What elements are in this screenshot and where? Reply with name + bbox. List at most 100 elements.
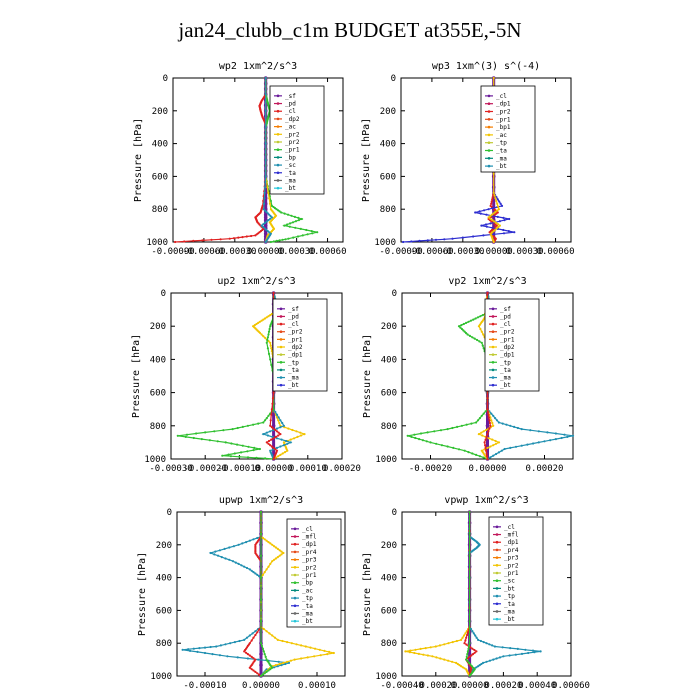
x-tick-label: 0.00010 — [289, 464, 327, 474]
series-point — [262, 421, 265, 424]
series-point — [494, 417, 497, 420]
series-point — [213, 553, 216, 556]
series-point — [270, 216, 273, 219]
series-point — [476, 316, 480, 319]
series-point — [282, 444, 285, 447]
series-point — [267, 352, 271, 355]
series-point — [260, 644, 263, 648]
legend-marker — [495, 594, 499, 598]
chart-panel-1: wp2 1xm^2/s^3 0 200 400 600 800 1000 Pressure [… — [133, 61, 347, 257]
series-point — [440, 444, 443, 447]
series-point — [468, 655, 471, 659]
series-point — [263, 672, 266, 675]
series-point — [282, 424, 285, 427]
y-axis-label: Pressure [hPa] — [133, 118, 144, 202]
series-point — [230, 442, 233, 445]
series-point — [238, 455, 241, 458]
series-point — [482, 412, 485, 415]
series-point — [434, 645, 437, 648]
series-point — [531, 649, 535, 652]
legend-label: _ac — [496, 132, 507, 139]
series-point — [228, 546, 231, 549]
x-tick-label: 0.00030 — [506, 247, 544, 257]
legend-label: _cl — [504, 524, 515, 531]
series-point — [262, 223, 265, 226]
series-point — [196, 650, 199, 654]
legend-label: _sc — [285, 162, 296, 169]
series-point — [256, 631, 259, 634]
series-point — [460, 327, 463, 331]
series-point — [475, 421, 478, 424]
legend-label: _ma — [285, 177, 296, 184]
series-point — [467, 647, 470, 650]
series-point — [299, 431, 302, 434]
series-point — [520, 652, 524, 656]
series-point — [446, 445, 449, 448]
y-tick-label: 1000 — [144, 455, 166, 465]
series-point — [211, 653, 214, 656]
series-point — [508, 654, 511, 657]
series-point — [259, 576, 263, 579]
series-point — [267, 439, 271, 443]
series-point — [262, 627, 265, 631]
series-point — [479, 639, 482, 643]
series-point — [270, 350, 273, 353]
series-point — [495, 452, 498, 456]
series-point — [492, 658, 495, 661]
legend-label: _pd — [500, 313, 511, 320]
series-point — [268, 231, 271, 234]
series-point — [471, 452, 474, 455]
series-point — [253, 446, 256, 449]
series-point — [274, 428, 277, 432]
series-point — [250, 655, 253, 659]
series-point — [498, 224, 501, 227]
series-point — [263, 336, 267, 339]
series-point — [508, 217, 511, 221]
series-point — [474, 317, 477, 320]
series-point — [271, 634, 274, 637]
series-point — [491, 198, 494, 201]
legend-label: _mfl — [504, 532, 519, 539]
legend-label: _cl — [496, 93, 507, 100]
series-point — [426, 431, 429, 434]
series-point — [468, 576, 471, 579]
series-point — [267, 442, 270, 445]
series-point — [232, 237, 236, 240]
legend-label: _cl — [288, 321, 299, 328]
legend-marker — [293, 535, 297, 538]
x-tick-label: 0.00000 — [451, 681, 489, 691]
series-point — [258, 320, 261, 323]
series-point — [438, 644, 442, 647]
series-point — [267, 414, 270, 417]
series-point — [280, 553, 283, 556]
series-point — [447, 642, 450, 645]
series-point — [263, 317, 267, 320]
series-point — [486, 291, 489, 295]
legend-marker — [276, 179, 280, 182]
series-point — [443, 643, 446, 646]
legend-marker — [279, 307, 283, 311]
series-point — [514, 653, 517, 656]
x-tick-label: 0.00000 — [242, 681, 280, 691]
series-point — [263, 538, 266, 541]
series-point — [484, 444, 487, 447]
series-point — [473, 337, 476, 340]
series-point — [509, 424, 512, 427]
series-point — [492, 76, 495, 80]
series-point — [203, 646, 207, 649]
series-point — [256, 672, 259, 675]
legend-marker — [276, 186, 280, 190]
series-point — [485, 642, 488, 645]
series-point — [246, 653, 249, 656]
series-point — [402, 240, 405, 244]
legend-marker — [487, 125, 491, 129]
series-point — [492, 233, 495, 236]
series-point — [563, 433, 566, 436]
legend-label: _dp1 — [496, 101, 511, 108]
series-point — [246, 450, 249, 453]
chart-panel-6: vpwp 1xm^2/s^3 0 200 400 600 800 1000 Pressure … — [362, 495, 590, 691]
series-point — [262, 208, 265, 211]
series-point — [497, 441, 500, 444]
series-point — [264, 76, 267, 80]
legend-label: _pr1 — [302, 572, 317, 579]
